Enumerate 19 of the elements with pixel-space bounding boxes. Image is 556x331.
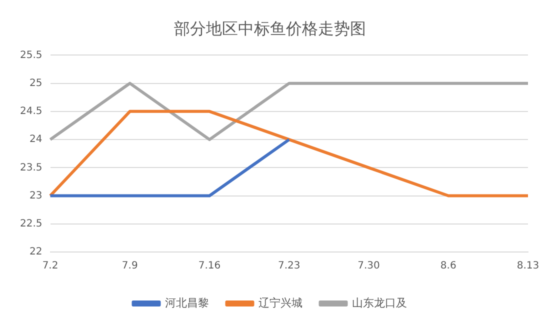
x-tick-label: 8.6 — [440, 260, 456, 272]
x-tick-label: 7.2 — [42, 260, 58, 272]
x-tick-label: 7.9 — [122, 260, 138, 272]
y-tick-label: 22.5 — [20, 218, 42, 230]
y-tick-label: 25 — [30, 78, 42, 89]
x-tick-label: 7.16 — [198, 260, 221, 272]
legend-label: 河北昌黎 — [164, 296, 209, 310]
x-tick-label: 8.13 — [516, 260, 540, 272]
y-tick-label: 25.5 — [20, 50, 42, 61]
y-tick-label: 24.5 — [20, 106, 42, 118]
y-tick-label: 24 — [30, 134, 42, 146]
legend-label: 辽宁兴城 — [258, 296, 302, 310]
x-tick-label: 7.30 — [358, 260, 380, 272]
chart-title: 部分地区中标鱼价格走势图 — [174, 18, 366, 38]
x-tick-label: 7.23 — [278, 260, 300, 272]
y-tick-label: 23.5 — [20, 162, 42, 174]
y-tick-label: 23 — [30, 190, 42, 202]
y-tick-label: 22 — [30, 246, 42, 258]
legend-label: 山东龙口及 — [352, 296, 407, 310]
